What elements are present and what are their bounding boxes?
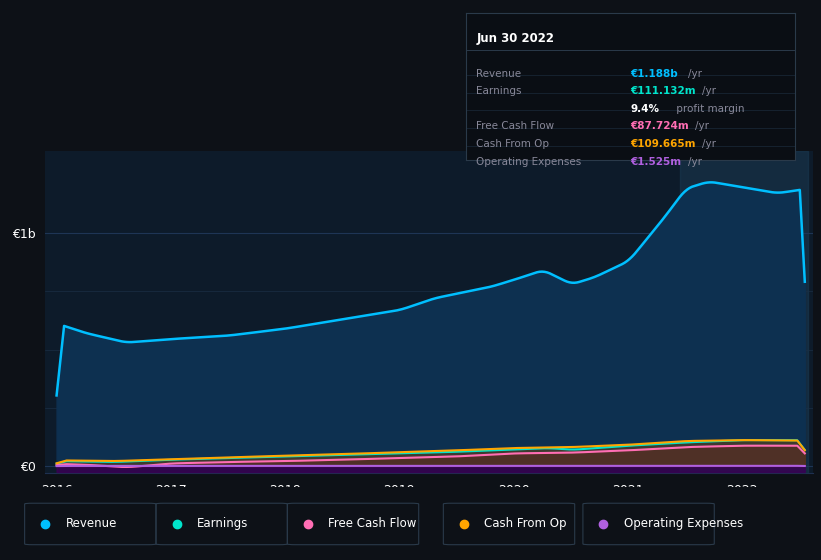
- Text: 9.4%: 9.4%: [631, 104, 659, 114]
- Text: Free Cash Flow: Free Cash Flow: [328, 517, 417, 530]
- Text: Operating Expenses: Operating Expenses: [624, 517, 743, 530]
- Text: Operating Expenses: Operating Expenses: [476, 157, 581, 167]
- Text: Jun 30 2022: Jun 30 2022: [476, 32, 554, 45]
- Text: /yr: /yr: [702, 86, 716, 96]
- Text: €111.132m: €111.132m: [631, 86, 696, 96]
- Text: /yr: /yr: [688, 157, 702, 167]
- Text: Earnings: Earnings: [197, 517, 249, 530]
- Text: Free Cash Flow: Free Cash Flow: [476, 122, 554, 132]
- Text: €1.525m: €1.525m: [631, 157, 681, 167]
- Text: Earnings: Earnings: [476, 86, 521, 96]
- Text: Cash From Op: Cash From Op: [484, 517, 566, 530]
- Text: Cash From Op: Cash From Op: [476, 139, 549, 149]
- Text: Revenue: Revenue: [66, 517, 117, 530]
- Text: /yr: /yr: [695, 122, 709, 132]
- Text: Revenue: Revenue: [476, 69, 521, 78]
- Text: €109.665m: €109.665m: [631, 139, 696, 149]
- Text: €1.188b: €1.188b: [631, 69, 678, 78]
- Text: /yr: /yr: [688, 69, 702, 78]
- Text: €87.724m: €87.724m: [631, 122, 690, 132]
- Text: profit margin: profit margin: [673, 104, 745, 114]
- Text: /yr: /yr: [702, 139, 716, 149]
- Bar: [681, 151, 808, 473]
